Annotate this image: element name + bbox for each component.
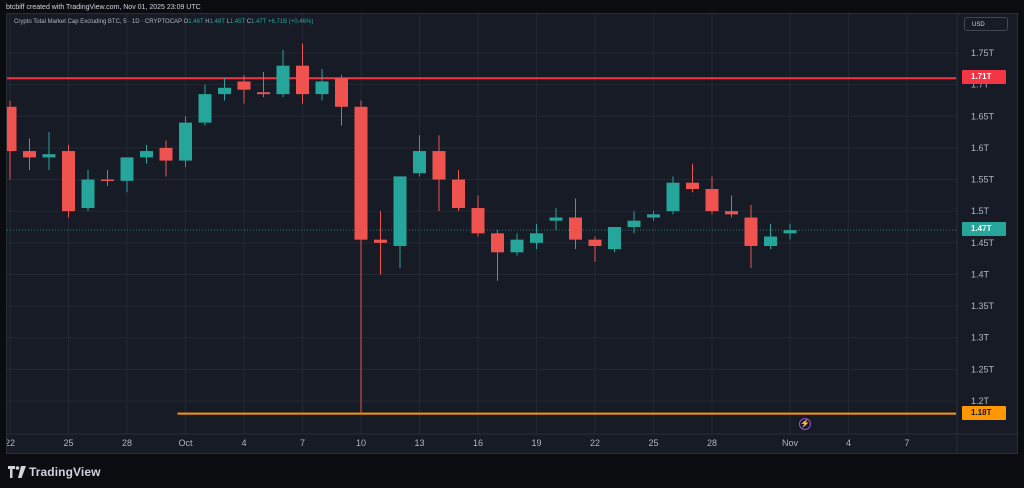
- tradingview-logo-icon: [8, 466, 26, 478]
- candle-body: [159, 147, 173, 161]
- time-tick-label: 19: [531, 438, 541, 448]
- grid-lines: [7, 14, 956, 434]
- price-tick-label: 1.7T: [971, 80, 990, 90]
- candle-body: [62, 151, 75, 212]
- time-tick-label: 7: [300, 438, 305, 448]
- time-tick-label: Oct: [178, 438, 193, 448]
- time-axis: 22 25 28 Oct 4 7 10 13 16 19 22 25 28 Nov 4 7: [7, 433, 1017, 448]
- legend-low-label: L: [226, 19, 230, 25]
- lightning-icon[interactable]: ⚡: [799, 418, 811, 430]
- price-tick-label: 1.4T: [971, 269, 990, 279]
- candle-body: [608, 227, 621, 250]
- candle-body: [549, 217, 563, 221]
- price-tick-label: 1.45T: [971, 238, 995, 248]
- candles: [7, 43, 797, 414]
- time-tick-label: 7: [904, 438, 909, 448]
- time-tick-label: 4: [846, 438, 851, 448]
- legend-high-label: H: [205, 19, 210, 25]
- candle-body: [198, 94, 212, 123]
- tradingview-logo-text: TradingView: [29, 465, 101, 479]
- time-tick-label: Nov: [782, 438, 799, 448]
- candle-body: [764, 236, 777, 246]
- currency-button[interactable]: USD: [964, 17, 1008, 31]
- horizontal-lines: [7, 77, 956, 415]
- candle-body: [257, 92, 270, 95]
- candle-body: [101, 179, 114, 182]
- time-tick-label: 28: [707, 438, 717, 448]
- time-tick-label: 22: [590, 438, 600, 448]
- candle-body: [374, 239, 387, 243]
- snapshot-caption: btcbiff created with TradingView.com, No…: [6, 4, 201, 11]
- last-price-tag: 1.47T: [962, 222, 1006, 237]
- candle-body: [725, 211, 738, 215]
- candle-body: [491, 233, 504, 253]
- legend-open-label: O: [183, 19, 189, 25]
- symbol-legend[interactable]: Crypto Total Market Cap Excluding BTC, 5…: [14, 19, 313, 25]
- candle-body: [354, 106, 368, 240]
- candle-body: [7, 106, 17, 152]
- time-tick-label: 4: [241, 438, 246, 448]
- candle-body: [81, 179, 95, 209]
- candle-body: [413, 151, 426, 174]
- price-tick-label: 1.65T: [971, 111, 995, 121]
- support-price-tag: 1.18T: [962, 405, 1006, 420]
- candle-body: [218, 87, 231, 95]
- candle-body: [471, 208, 485, 234]
- legend-close-label: C: [246, 19, 252, 25]
- candle-body: [588, 239, 602, 246]
- price-tick-label: 1.25T: [971, 364, 995, 374]
- time-tick-label: 28: [122, 438, 132, 448]
- legend-open: 1.46T: [188, 19, 204, 25]
- candle-body: [530, 233, 543, 243]
- candle-body: [783, 230, 797, 234]
- price-tick-label: 1.6T: [971, 143, 990, 153]
- candle-body: [627, 220, 641, 227]
- price-tick-label: 1.3T: [971, 333, 990, 343]
- resistance-price-tag: 1.71T: [962, 70, 1006, 85]
- candle-body: [120, 157, 134, 181]
- candle-body: [237, 81, 251, 90]
- price-tick-label: 1.5T: [971, 206, 990, 216]
- time-tick-label: 22: [7, 438, 15, 448]
- price-tick-label: 1.2T: [971, 396, 990, 406]
- candle-body: [335, 78, 348, 107]
- legend-low: 1.45T: [229, 19, 246, 25]
- chart-panel[interactable]: 1.75T 1.7T 1.65T 1.6T 1.55T 1.5T 1.45T 1.4T 1.35…: [6, 13, 1018, 454]
- candle-body: [647, 214, 660, 218]
- legend-close: 1.47T: [251, 19, 267, 25]
- candle-body: [393, 176, 407, 246]
- legend-title: Crypto Total Market Cap Excluding BTC, 5…: [14, 19, 182, 25]
- candle-body: [510, 239, 524, 253]
- legend-change: +6.71B (+0.46%): [267, 19, 314, 25]
- candle-body: [666, 182, 680, 212]
- time-tick-label: 10: [356, 438, 366, 448]
- candle-body: [432, 151, 446, 180]
- tradingview-logo: TradingView: [8, 463, 101, 481]
- price-tick-label: 1.75T: [971, 48, 995, 58]
- candle-body: [744, 217, 758, 246]
- price-tick-label: 1.55T: [971, 175, 995, 185]
- legend-high: 1.48T: [209, 19, 225, 25]
- candle-body: [276, 65, 290, 95]
- price-tick-label: 1.35T: [971, 301, 995, 311]
- candle-body: [452, 179, 465, 209]
- price-axis: 1.75T 1.7T 1.65T 1.6T 1.55T 1.5T 1.45T 1.4T 1.35…: [956, 14, 995, 453]
- candle-body: [42, 154, 56, 158]
- time-tick-label: 25: [648, 438, 658, 448]
- candle-body: [686, 182, 699, 190]
- candlestick-chart[interactable]: 1.75T 1.7T 1.65T 1.6T 1.55T 1.5T 1.45T 1.4T 1.35…: [7, 14, 1017, 453]
- candle-body: [140, 151, 153, 158]
- candle-body: [569, 217, 582, 240]
- candle-body: [23, 151, 36, 158]
- candle-body: [315, 81, 329, 95]
- time-tick-label: 25: [63, 438, 73, 448]
- candle-body: [296, 65, 309, 95]
- time-tick-label: 13: [414, 438, 424, 448]
- candle-body: [179, 122, 192, 161]
- candle-body: [705, 189, 719, 212]
- time-tick-label: 16: [473, 438, 483, 448]
